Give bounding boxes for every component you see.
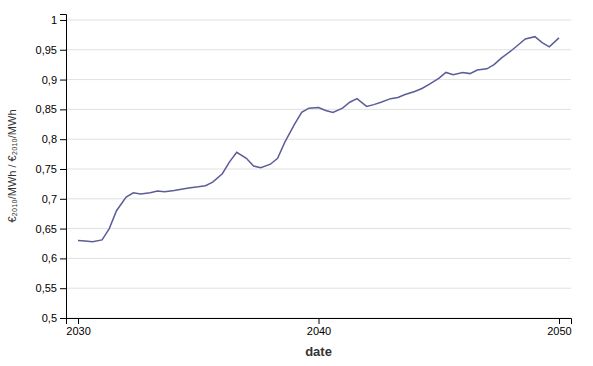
- tick-label: 0,75: [36, 163, 57, 175]
- grid-line: [66, 49, 571, 50]
- grid-line: [66, 168, 571, 169]
- grid: [66, 20, 571, 318]
- y-axis: 0,5 0,55 0,6 0,65 0,7 0,75 0,8 0,85 0,9 0,95 1: [36, 14, 67, 324]
- tick-mark: [60, 139, 66, 140]
- axis-line: [67, 319, 572, 325]
- tick-mark: [60, 199, 66, 200]
- tick-mark: [78, 318, 79, 324]
- grid-line: [66, 198, 571, 199]
- tick-mark: [60, 50, 66, 51]
- tick: 0,65: [36, 223, 66, 235]
- tick: 2050: [547, 318, 571, 337]
- grid-line: [66, 139, 571, 140]
- tick-label: 0,6: [42, 252, 57, 264]
- tick: 0,55: [36, 282, 66, 294]
- tick-label: 2050: [547, 325, 571, 337]
- axis-line: [60, 15, 67, 319]
- line: [78, 37, 559, 242]
- tick: 0,9: [42, 74, 66, 86]
- tick-label: 0,95: [36, 44, 57, 56]
- tick-label: 0,7: [42, 193, 57, 205]
- tick: 1: [51, 14, 66, 26]
- tick-mark: [60, 80, 66, 81]
- tick: 2030: [66, 318, 90, 337]
- grid-line: [66, 19, 571, 20]
- tick: 0,75: [36, 163, 66, 175]
- tick-label: 2030: [66, 325, 90, 337]
- plot-area: 2030 2040 2050 0,5 0,55 0,6 0,65 0,7 0,75 0,8 0,85…: [36, 14, 572, 337]
- tick-label: 2040: [307, 325, 331, 337]
- tick-mark: [60, 318, 66, 319]
- tick: 0,95: [36, 44, 66, 56]
- grid-line: [66, 228, 571, 229]
- tick-mark: [60, 169, 66, 170]
- tick-label: 0,5: [42, 312, 57, 324]
- tick-label: 0,8: [42, 133, 57, 145]
- grid-line: [66, 258, 571, 259]
- tick-mark: [60, 258, 66, 259]
- grid-line: [66, 79, 571, 80]
- tick-label: 1: [51, 14, 57, 26]
- grid-line: [66, 288, 571, 289]
- chart: 2030 2040 2050 0,5 0,55 0,6 0,65 0,7 0,75 0,8 0,85…: [0, 0, 593, 366]
- tick-mark: [319, 318, 320, 324]
- tick: 0,5: [42, 312, 66, 324]
- tick: 2040: [307, 318, 331, 337]
- tick: 0,7: [42, 193, 66, 205]
- marks: [78, 37, 559, 242]
- y-axis-title: €₂₀₁₀/MWh / €₂₀₁₀/MWh: [6, 109, 18, 222]
- grid-line: [66, 109, 571, 110]
- tick-mark: [60, 229, 66, 230]
- tick-mark: [559, 318, 560, 324]
- tick-mark: [60, 20, 66, 21]
- tick-label: 0,85: [36, 103, 57, 115]
- tick-mark: [60, 109, 66, 110]
- tick-label: 0,65: [36, 223, 57, 235]
- tick: 0,6: [42, 252, 66, 264]
- tick: 0,8: [42, 133, 66, 145]
- tick-mark: [60, 288, 66, 289]
- tick: 0,85: [36, 103, 66, 115]
- x-axis-title: date: [305, 344, 332, 359]
- x-axis: 2030 2040 2050: [66, 318, 571, 337]
- tick-label: 0,9: [42, 74, 57, 86]
- tick-label: 0,55: [36, 282, 57, 294]
